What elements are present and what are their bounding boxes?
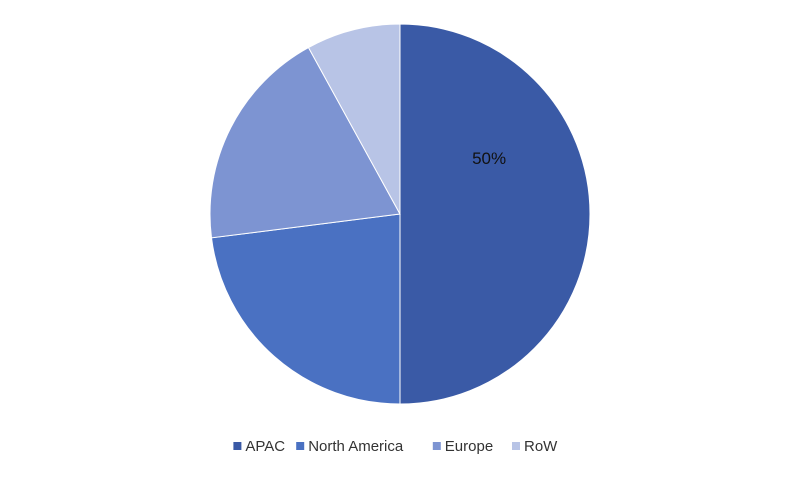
legend-label: Europe [445,438,493,455]
legend-swatch [512,442,520,450]
legend-swatch [233,442,242,450]
legend-label: APAC [245,438,285,455]
legend-label: North America [308,438,404,455]
legend-swatch [432,442,441,450]
pie-slice [307,23,401,215]
legend-label: RoW [524,438,558,455]
legend-swatch [296,442,305,450]
pie-slice [210,213,401,405]
value-label: 50% [472,149,506,168]
pie-slice [209,46,401,239]
pie-slice [399,23,591,405]
